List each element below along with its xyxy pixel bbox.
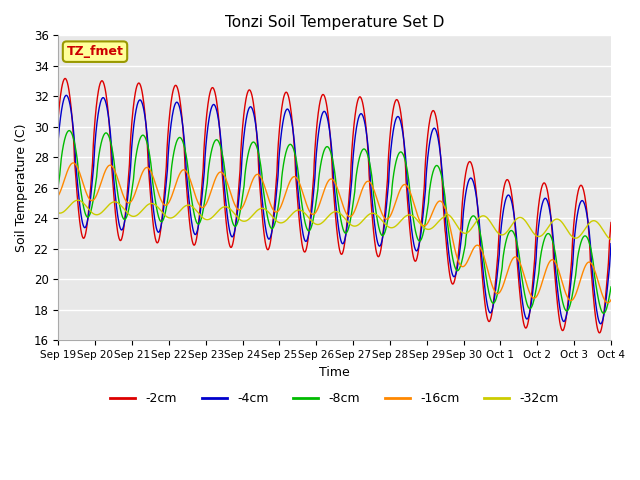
Text: TZ_fmet: TZ_fmet <box>67 45 124 58</box>
X-axis label: Time: Time <box>319 366 350 379</box>
Legend: -2cm, -4cm, -8cm, -16cm, -32cm: -2cm, -4cm, -8cm, -16cm, -32cm <box>106 387 564 410</box>
Title: Tonzi Soil Temperature Set D: Tonzi Soil Temperature Set D <box>225 15 444 30</box>
Y-axis label: Soil Temperature (C): Soil Temperature (C) <box>15 124 28 252</box>
